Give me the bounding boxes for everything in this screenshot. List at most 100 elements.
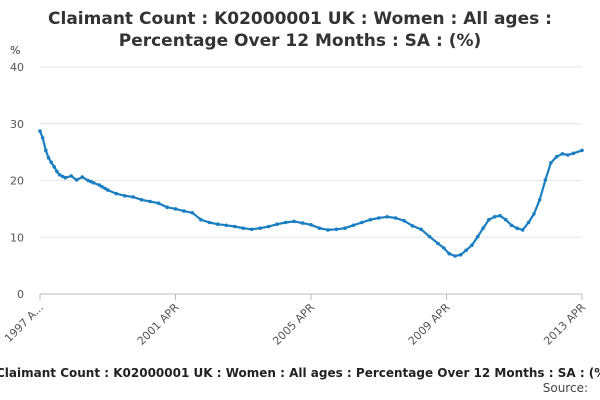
data-point <box>91 181 96 185</box>
data-point <box>526 220 531 225</box>
data-point <box>122 194 127 198</box>
data-point <box>173 207 178 211</box>
data-point <box>549 161 553 165</box>
data-point <box>57 173 62 177</box>
data-point <box>131 195 135 199</box>
data-point <box>69 174 73 178</box>
data-point <box>498 213 502 218</box>
data-point <box>543 178 548 182</box>
data-point <box>515 226 519 230</box>
data-point <box>52 165 56 169</box>
data-point <box>334 227 339 232</box>
data-point <box>317 226 322 230</box>
data-point <box>326 228 330 232</box>
data-point <box>224 223 229 228</box>
data-point <box>442 246 446 250</box>
data-point <box>199 217 203 222</box>
data-point <box>470 243 474 247</box>
data-point <box>360 220 364 225</box>
data-point <box>86 178 90 183</box>
data-point <box>427 234 432 239</box>
y-tick-label: 10 <box>10 231 24 244</box>
data-point <box>44 148 48 153</box>
data-point <box>566 153 570 157</box>
data-point <box>266 224 271 229</box>
data-point <box>560 152 565 156</box>
data-point <box>436 241 440 246</box>
x-tick-label: 2005 APR <box>270 301 317 348</box>
y-tick-label: 30 <box>10 118 24 131</box>
data-point <box>233 224 237 229</box>
data-point <box>571 151 576 156</box>
data-point <box>60 174 65 179</box>
data-points <box>38 129 584 258</box>
data-point <box>182 209 186 213</box>
line-chart: 0 10 20 30 40 1997 A... 2001 APR 2005 APR 2009 … <box>2 61 588 348</box>
data-point <box>148 199 152 204</box>
data-point <box>80 175 85 179</box>
data-point <box>309 223 313 227</box>
data-point <box>258 226 263 230</box>
data-point <box>63 175 68 180</box>
data-point <box>97 183 102 187</box>
y-tick-label: 40 <box>10 61 24 74</box>
data-point <box>139 198 144 202</box>
data-point <box>377 216 381 220</box>
data-point <box>537 198 542 202</box>
data-point <box>487 217 491 222</box>
gridlines <box>40 66 582 238</box>
data-point <box>216 222 220 226</box>
data-point <box>49 160 53 165</box>
data-point <box>464 248 468 253</box>
x-tick-label: 2001 APR <box>135 301 182 348</box>
data-point <box>410 224 415 228</box>
data-point <box>300 221 305 225</box>
x-tick-label: 2013 APR <box>541 301 588 348</box>
data-point <box>351 223 356 228</box>
data-point <box>580 148 584 153</box>
data-point <box>532 212 536 216</box>
data-point <box>509 223 514 228</box>
data-point <box>453 254 457 258</box>
chart-title: Claimant Count : K02000001 UK : Women : … <box>48 9 552 51</box>
data-point <box>504 217 508 222</box>
data-point <box>249 227 254 232</box>
data-point <box>190 211 195 215</box>
x-axis: 1997 A... 2001 APR 2005 APR 2009 APR 2013 AP… <box>2 293 588 348</box>
data-point <box>40 136 45 140</box>
data-point <box>100 184 104 189</box>
data-point <box>165 205 169 209</box>
data-point <box>393 216 398 220</box>
data-point <box>106 188 110 192</box>
data-point <box>492 215 497 219</box>
data-point <box>402 219 407 223</box>
data-point <box>343 226 347 230</box>
data-point <box>156 201 161 205</box>
footer-chart-title: Claimant Count : K02000001 UK : Women : … <box>0 366 600 380</box>
data-point <box>385 215 390 219</box>
data-point <box>283 220 288 225</box>
data-point <box>241 226 246 230</box>
data-point <box>38 129 42 133</box>
x-tick-label: 2009 APR <box>406 301 453 348</box>
y-tick-label: 0 <box>17 288 24 301</box>
x-tick-label: 1997 A... <box>2 301 46 345</box>
data-point <box>74 178 79 182</box>
y-axis-unit-label: % <box>10 44 21 57</box>
data-point <box>520 228 525 232</box>
data-point <box>275 222 279 226</box>
data-point <box>447 251 452 256</box>
data-point <box>114 191 118 196</box>
data-point <box>475 234 480 239</box>
footer-source: Source: <box>542 381 588 395</box>
data-point <box>292 219 296 224</box>
data-point <box>55 169 59 174</box>
data-point <box>46 156 51 160</box>
y-tick-label: 20 <box>10 175 24 188</box>
data-point <box>103 186 107 191</box>
data-point <box>419 227 423 232</box>
data-point <box>458 253 463 257</box>
y-axis-ticks: 0 10 20 30 40 <box>10 61 24 301</box>
data-point <box>89 179 93 184</box>
data-point <box>207 220 212 225</box>
